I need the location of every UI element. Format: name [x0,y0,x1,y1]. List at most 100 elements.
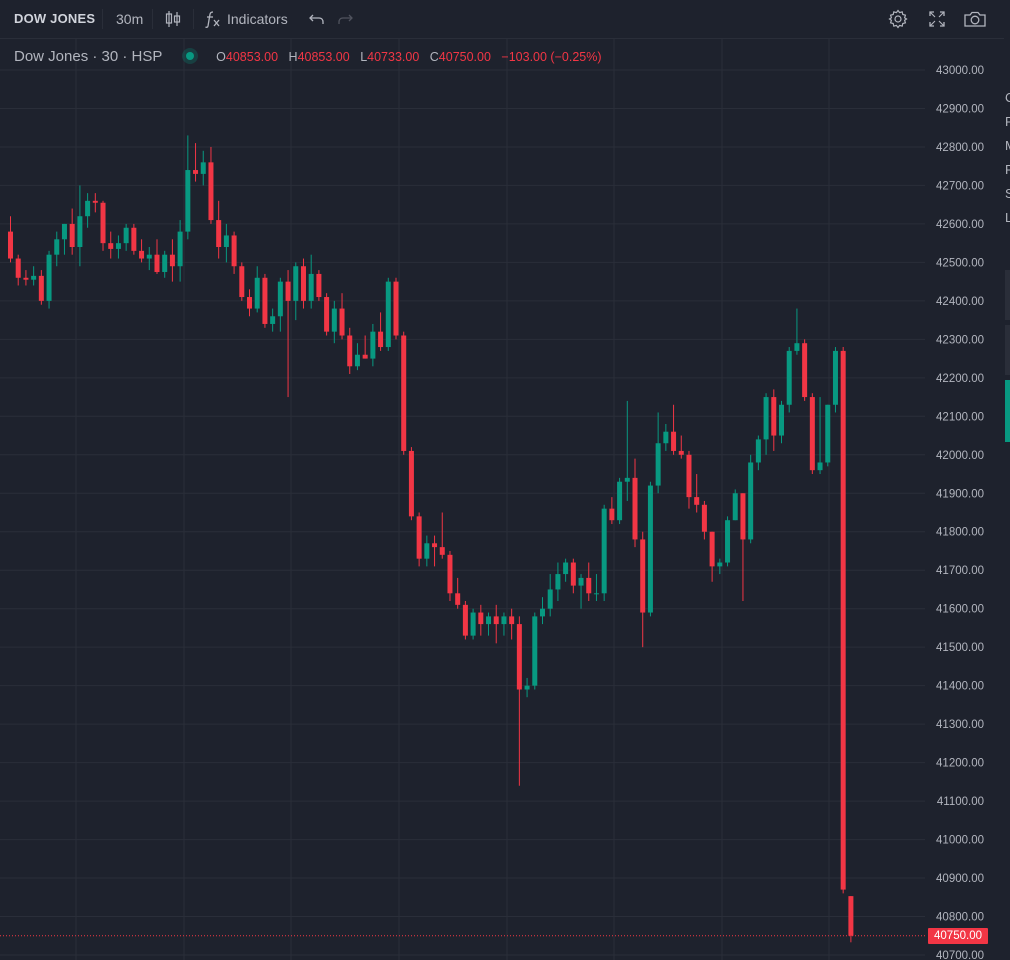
candle [347,327,353,374]
indicators-fx-icon[interactable] [202,9,222,29]
candle [85,193,91,228]
candle-body [239,266,245,298]
candle-body [46,254,52,301]
candle-body [740,493,746,540]
candle-body [524,685,530,690]
series-legend: Dow Jones · 30 · HSP O40853.00 H40853.00… [14,44,602,68]
low-key: L [360,50,368,64]
candle [393,277,399,340]
side-panel-button[interactable] [1005,270,1010,320]
candle-body [324,297,330,332]
candle [593,574,599,601]
candle [686,450,692,509]
candle [285,270,291,398]
candle-body [247,297,253,309]
candle [740,493,746,601]
chart-grid [0,38,925,960]
candle [177,220,183,282]
interval-button[interactable]: 30m [116,11,144,27]
candle [655,412,661,494]
candle [308,254,314,309]
candle-body [555,574,561,590]
candle [755,435,761,471]
y-tick-label: 42200.00 [936,373,984,385]
open-value: 40853.00 [225,50,279,64]
undo-icon[interactable] [307,9,327,29]
y-tick-label: 42500.00 [936,257,984,269]
candle [539,597,545,625]
y-tick-label: 42300.00 [936,334,984,346]
candle-body [370,331,376,359]
candle-body [131,227,137,251]
indicators-button[interactable]: Indicators [227,11,288,27]
candle-body [270,316,276,324]
candle [601,504,607,601]
candle [131,223,137,255]
candle-body [532,616,538,686]
candle-body [100,202,106,244]
candle [200,150,206,186]
redo-icon[interactable] [335,9,355,29]
toolbar-divider [152,9,153,29]
candle-body [586,577,592,594]
candle-body [69,223,75,247]
candle [524,677,530,698]
candle [447,550,453,601]
candles-icon[interactable] [163,9,183,29]
candle [732,489,738,521]
candle-body [609,508,615,521]
candle-body [601,508,607,594]
symbol-search-button[interactable]: DOW JONES [14,11,96,26]
candle-body [185,170,191,232]
candle-body [169,254,175,267]
candle [270,308,276,332]
toolbar-divider [193,9,194,29]
candle-body [593,593,599,595]
candle [54,231,60,267]
candle-body [331,308,337,332]
candle [8,216,13,263]
candle [763,393,769,455]
candle [578,574,584,609]
side-panel-button[interactable] [1005,325,1010,375]
candle-body [85,200,91,217]
y-tick-label: 40900.00 [936,873,984,885]
candle [92,193,98,213]
candle-body [516,624,522,690]
candle [293,262,299,321]
candle-body [570,562,576,586]
gear-icon[interactable] [888,9,908,29]
candle-body [231,235,237,267]
right-side-panel [1004,38,1010,960]
y-tick-label: 42900.00 [936,103,984,115]
candle [15,254,21,286]
candle-body [216,220,222,247]
candle-body [717,562,723,567]
candle-body [802,343,808,398]
candle [46,250,52,309]
candle-body [154,254,160,273]
candle-body [825,404,831,463]
fullscreen-icon[interactable] [927,9,947,29]
side-panel-letter: C [1005,90,1010,105]
candle [239,262,245,301]
candle [501,612,507,636]
candle [802,339,808,401]
candle [185,135,191,240]
y-tick-label: 41000.00 [936,835,984,847]
candle [786,347,792,413]
side-panel-letter: F [1005,162,1010,177]
series-title[interactable]: Dow Jones · 30 · HSP [14,48,163,65]
candle-body [139,250,145,259]
price-axis[interactable]: 43000.00 42900.00 42800.00 42700.00 42600.00… [936,65,984,960]
candle [254,266,260,313]
side-panel-active-indicator[interactable] [1005,380,1010,442]
candle-body [8,231,13,259]
camera-icon[interactable] [963,9,987,29]
candle [493,604,499,644]
candles [0,135,925,943]
candle-body [539,608,545,617]
candlestick-chart[interactable]: 43000.00 42900.00 42800.00 42700.00 42600.00… [0,38,1004,960]
candle-body [146,254,152,259]
candle [617,477,623,525]
